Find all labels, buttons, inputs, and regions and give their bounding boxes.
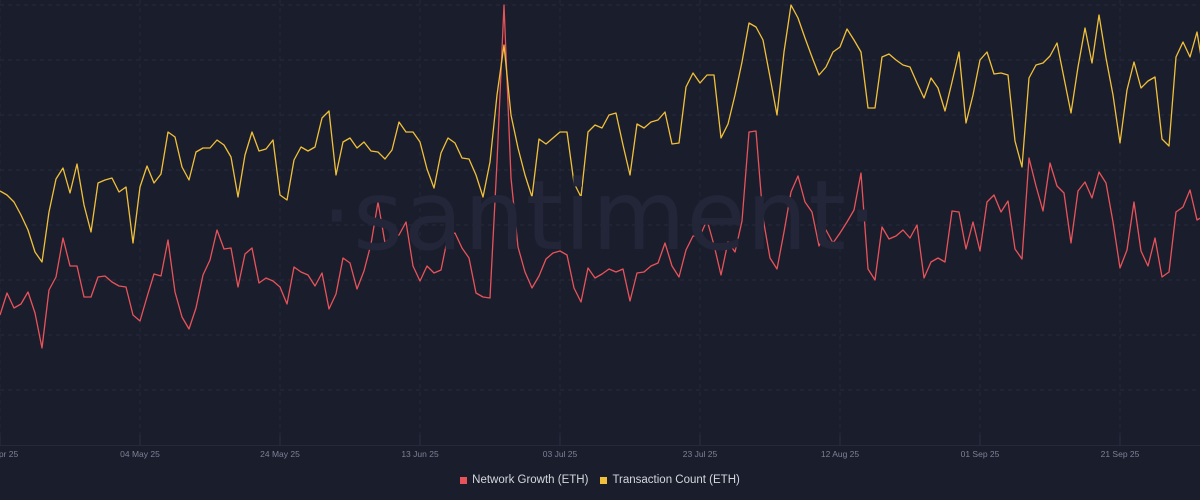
x-tick-label: 21 Sep 25 [1101,449,1140,459]
series-network-growth [0,4,1200,349]
legend-item-network-growth[interactable]: Network Growth (ETH) [460,474,588,486]
legend-swatch-network-growth [460,476,468,484]
series-line [0,4,1200,263]
series-transaction-count [0,4,1200,263]
x-tick-label: 23 Jul 25 [683,449,718,459]
legend-label: Transaction Count (ETH) [612,474,740,486]
x-tick-label: 01 Sep 25 [961,449,1000,459]
legend-item-transaction-count[interactable]: Transaction Count (ETH) [600,474,740,486]
x-tick-label: 14 Apr 25 [0,449,18,459]
x-tick-label: 03 Jul 25 [543,449,578,459]
series-lines [0,4,1200,349]
legend-swatch-transaction-count [600,476,608,484]
x-tick-label: 12 Aug 25 [821,449,860,459]
legend: Network Growth (ETH) Transaction Count (… [0,474,1200,486]
series-line [0,4,1200,349]
grid [0,0,1200,445]
x-tick-label: 13 Jun 25 [401,449,439,459]
x-axis: 14 Apr 25 04 May 25 24 May 25 13 Jun 25 03 J… [0,435,1200,459]
x-tick-label: 24 May 25 [260,449,300,459]
x-tick-label: 04 May 25 [120,449,160,459]
line-chart: 14 Apr 25 04 May 25 24 May 25 13 Jun 25 03 J… [0,0,1200,459]
legend-label: Network Growth (ETH) [472,474,589,486]
